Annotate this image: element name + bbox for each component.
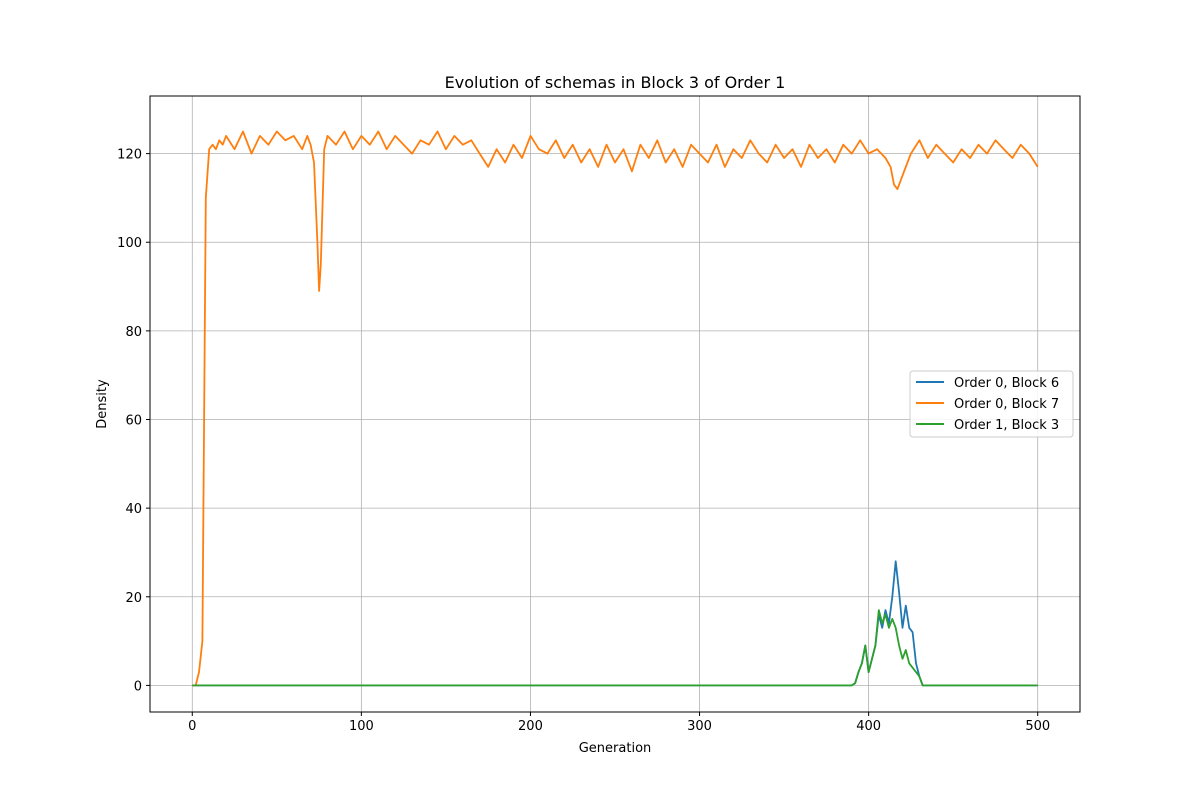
series-lines	[192, 130, 1039, 687]
x-tick-label: 0	[188, 719, 196, 734]
legend-label-series-1: Order 0, Block 7	[954, 397, 1059, 412]
axis-ticks: 0 100 200 300 400 500 0 20 40 60 80 100 120	[117, 148, 1050, 734]
y-tick-label: 0	[134, 679, 142, 694]
legend: Order 0, Block 6 Order 0, Block 7 Order …	[909, 370, 1074, 438]
x-tick-label: 200	[518, 719, 543, 734]
x-tick-label: 400	[856, 719, 881, 734]
y-tick-label: 120	[117, 148, 142, 163]
y-tick-label: 20	[125, 591, 142, 606]
y-tick-label: 100	[117, 236, 142, 251]
plot-frame	[149, 95, 1081, 713]
series-line-1	[192, 130, 1039, 687]
x-tick-label: 300	[687, 719, 712, 734]
y-tick-label: 40	[125, 502, 142, 517]
series-line-2	[192, 609, 1038, 687]
x-axis-label: Generation	[579, 741, 652, 756]
y-tick-label: 60	[125, 414, 142, 429]
y-tick-label: 80	[125, 325, 142, 340]
legend-label-series-2: Order 1, Block 3	[954, 418, 1059, 433]
legend-label-series-0: Order 0, Block 6	[954, 376, 1059, 391]
x-tick-label: 100	[349, 719, 374, 734]
chart-title: Evolution of schemas in Block 3 of Order…	[445, 73, 786, 92]
y-axis-label: Density	[95, 379, 110, 429]
x-tick-label: 500	[1025, 719, 1050, 734]
legend-box	[909, 370, 1074, 438]
